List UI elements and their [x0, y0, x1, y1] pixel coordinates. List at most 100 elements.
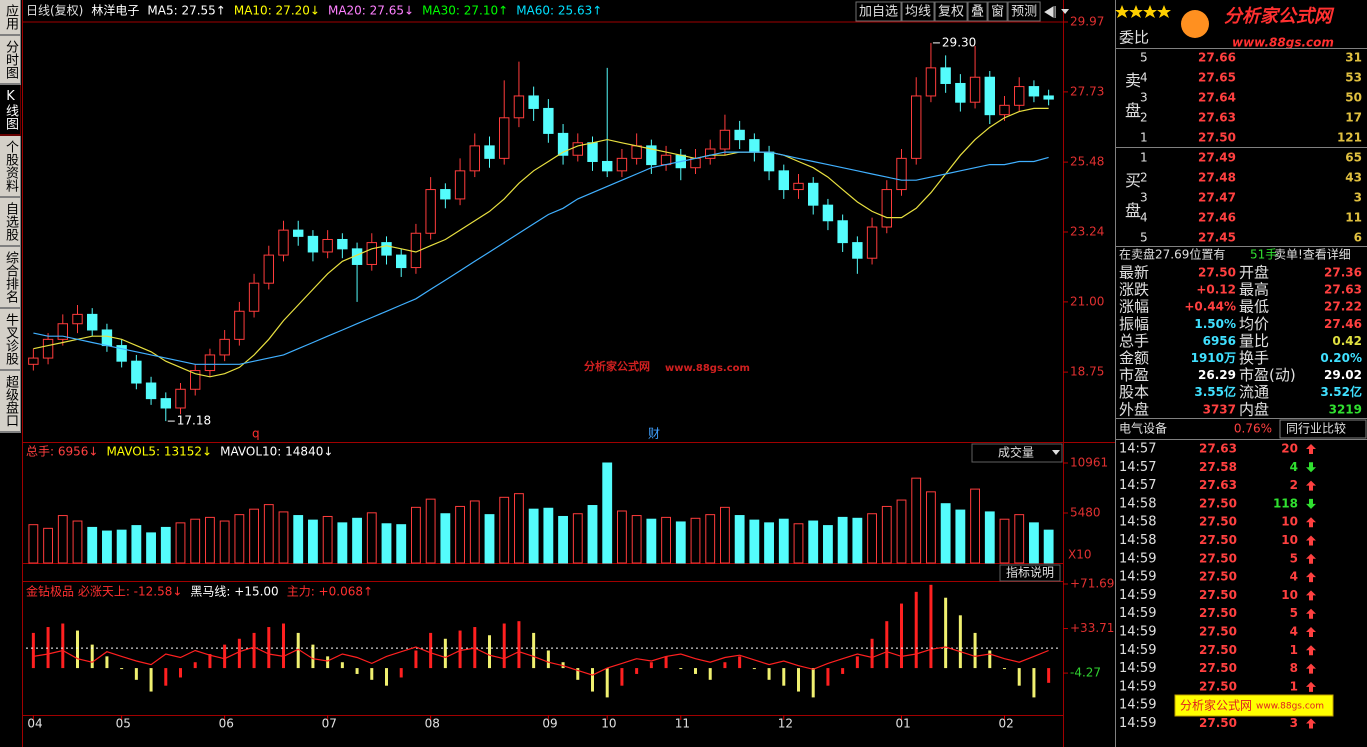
dropdown-icon[interactable] [1061, 9, 1070, 14]
book-volume: 50 [1345, 91, 1362, 105]
selector[interactable]: 成交量 [998, 445, 1034, 460]
side-tab[interactable]: 自选股 [0, 198, 21, 247]
candle-body [1014, 86, 1025, 106]
side-tab[interactable]: 超级盘口 [0, 371, 21, 433]
tick-arrow [1306, 444, 1316, 454]
toolbar-button[interactable]: 加自选 [859, 5, 898, 20]
stat-label: 最高 [1239, 281, 1269, 299]
y-tick-label: 21.00 [1070, 294, 1104, 308]
volume-bar [587, 505, 598, 564]
tick-arrow [1306, 590, 1316, 601]
indicator-bar [105, 656, 109, 669]
indicator-bar [340, 662, 344, 669]
side-tab[interactable]: 应用 [0, 0, 21, 36]
side-tab[interactable]: 综合排名 [0, 247, 21, 309]
toolbar-button[interactable]: 均线 [905, 5, 931, 20]
volume-bar [646, 518, 657, 564]
indicator-bar [664, 656, 668, 669]
header-text: MA30: 27.10↑ [422, 4, 508, 18]
indicator-help[interactable]: 指标说明 [1006, 565, 1054, 580]
book-level: 2 [1140, 171, 1148, 185]
indicator-bar [841, 668, 845, 674]
stat-label: 振幅 [1119, 315, 1149, 333]
indicator-bar [193, 662, 197, 669]
stat-label: 金额 [1119, 349, 1149, 367]
side-tab[interactable]: K线图 [0, 85, 21, 136]
x-tick-label: 10 [601, 717, 616, 731]
volume-bar [881, 505, 892, 564]
star-icon [1143, 5, 1157, 18]
candle-body [734, 129, 745, 141]
stat-label: 流通 [1239, 383, 1269, 401]
y-tick-label: +33.71 [1070, 621, 1114, 635]
candle-body [881, 189, 892, 228]
candle-body [969, 76, 981, 103]
industry-button[interactable]: 同行业比较 [1286, 421, 1346, 436]
toolbar-button[interactable]: 复权 [938, 4, 964, 20]
side-tab[interactable]: 牛叉诊股 [0, 309, 21, 371]
dropdown-icon[interactable] [1052, 450, 1060, 455]
nav-icon[interactable] [1044, 6, 1056, 18]
stat-value: 27.22 [1324, 300, 1362, 314]
min-label: 17.18 [177, 414, 211, 428]
book-volume: 65 [1345, 151, 1362, 165]
volume-bar [661, 516, 671, 564]
volume-bar [705, 514, 716, 564]
logo-site: 分析家公式网 [1224, 6, 1335, 27]
stat-label: 最新 [1119, 264, 1149, 282]
header-text: MA60: 25.63↑ [516, 4, 602, 18]
header-text: MA20: 27.65↓ [328, 4, 414, 18]
book-level: 4 [1140, 71, 1148, 85]
sidebar: 应用 分时图 K线图 个股资料 自选股 综合排名 牛叉诊股 超级盘口 [0, 0, 21, 433]
candle-body [145, 382, 157, 400]
header-text: 日线(复权) [26, 4, 83, 18]
stat-label: 市盈(动) [1239, 366, 1296, 384]
button-frame[interactable] [1279, 419, 1367, 439]
indicator-bar [826, 668, 830, 686]
y-tick-label: 25.48 [1070, 155, 1104, 169]
stat-value: +0.44% [1184, 300, 1236, 314]
watermark-url: www.88gs.com [665, 363, 750, 374]
candle-body [307, 235, 319, 253]
volume-bar [293, 515, 304, 564]
toolbar-button[interactable]: 叠 [971, 5, 984, 20]
stat-label: 换手 [1239, 349, 1269, 367]
button-frame[interactable] [999, 564, 1061, 582]
volume-bar [366, 512, 377, 564]
candle-body [57, 323, 68, 340]
tick-price: 27.50 [1199, 496, 1237, 510]
tick-time: 14:59 [1119, 588, 1156, 603]
button-frame [855, 1, 902, 22]
tick-price: 27.50 [1199, 551, 1237, 565]
tick-price: 27.50 [1199, 643, 1237, 657]
book-price: 27.64 [1198, 91, 1236, 105]
tick-price: 27.50 [1199, 625, 1237, 639]
candle-body [602, 160, 613, 172]
star-icon [1115, 5, 1129, 18]
side-tab[interactable]: 个股资料 [0, 136, 21, 198]
candle-body [248, 282, 260, 312]
volume-bar [999, 518, 1010, 564]
selector-box[interactable] [971, 443, 1063, 463]
toolbar-button[interactable]: 预测 [1011, 5, 1037, 20]
indicator-legend: MAVOL10: 14840↓ [220, 445, 333, 459]
volume-bar [175, 522, 186, 564]
side-tab[interactable]: 分时图 [0, 36, 21, 85]
button-frame [1007, 1, 1041, 22]
volume-bar [955, 509, 966, 564]
ma-line [33, 107, 1049, 378]
volume-bar [984, 511, 995, 564]
candle-body [219, 338, 230, 356]
indicator-bar [90, 644, 94, 669]
toolbar-button[interactable]: 窗 [991, 4, 1004, 20]
candle-body [999, 104, 1010, 116]
tick-price: 27.50 [1199, 533, 1237, 547]
notice-link[interactable]: 卖单!查看详细 [1274, 247, 1351, 262]
candle-body [263, 254, 274, 284]
candle-body [557, 132, 569, 156]
header-text: MA10: 27.20↓ [234, 4, 320, 18]
tick-volume: 10 [1281, 515, 1298, 529]
indicator-bar [517, 621, 521, 669]
